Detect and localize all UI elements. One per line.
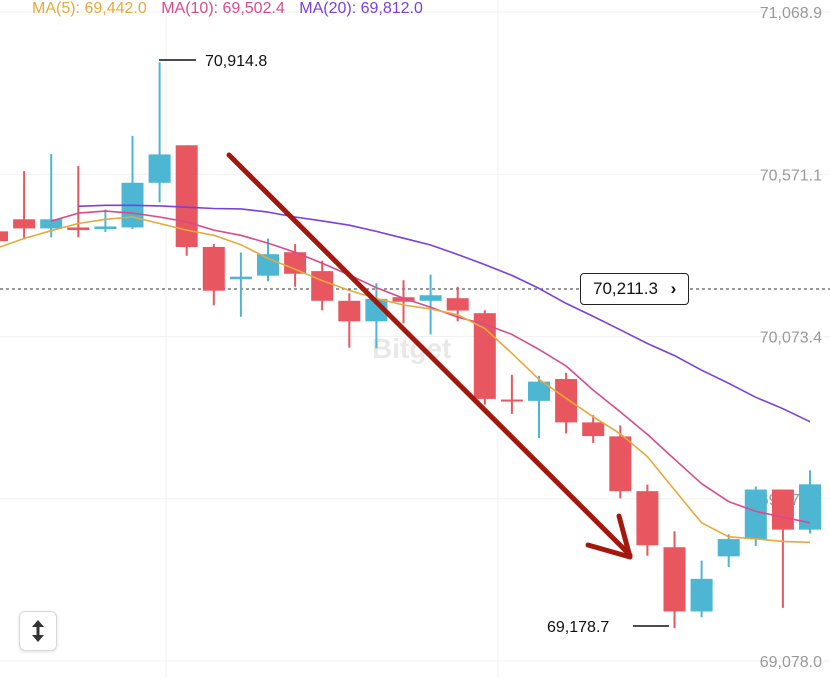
candle-body [663,547,686,612]
candle [690,560,713,618]
candle [40,154,63,238]
candle [121,135,144,230]
candle-body [392,297,415,302]
candles [0,62,821,629]
candle [555,372,578,434]
candle-body [40,219,63,229]
ma5-line [0,216,811,544]
candle-body [148,154,171,183]
high-label: 70,914.8 [205,53,267,70]
trend-arrow-head [585,513,633,560]
trend-arrow [226,152,633,560]
candle-body [771,489,794,530]
candle [582,415,605,443]
low-marker: 69,178.7 [547,619,669,636]
candle-body [528,381,550,401]
candle-body [94,226,117,230]
candle [528,375,550,439]
ma10-line [50,210,811,524]
y-tick-label: 70,073.4 [760,330,822,347]
candle [94,209,117,233]
candle-body [284,252,307,274]
candle-body [419,295,442,301]
vertical-resize-icon [32,620,44,642]
candle [744,486,767,546]
ma-legend: MA(5): 69,442.0 MA(10): 69,502.4 MA(20):… [32,0,433,18]
candle-body [500,399,523,402]
candle [338,293,361,348]
candle [202,244,225,306]
current-price-value: 70,211.3 [593,279,658,298]
candle [0,231,8,242]
candle-body [555,379,578,423]
candle [148,62,171,203]
candle [311,260,334,311]
candle [229,252,252,317]
candle-body [473,313,496,399]
ma20-line [78,204,811,423]
legend-ma5: MA(5): 69,442.0 [32,0,147,17]
moving-averages [0,204,811,544]
candle [500,374,523,414]
candle-body [257,254,279,276]
candle [13,171,36,240]
legend-ma10: MA(10): 69,502.4 [161,0,285,17]
candle-body [202,247,225,291]
trend-arrow-shaft [226,152,633,558]
candle [175,145,198,256]
low-label: 69,178.7 [547,619,609,636]
candle-body [0,231,8,242]
candle-body [311,271,334,301]
candle-body [13,219,36,229]
candle [419,274,442,335]
candle [67,165,90,238]
candle-body [338,300,361,322]
legend-ma20: MA(20): 69,812.0 [299,0,423,17]
high-marker: 70,914.8 [159,53,267,70]
candle-body [609,436,632,492]
candle-body [582,422,605,437]
candle-body [229,276,252,280]
candle [446,286,469,322]
y-tick-label: 69,078.0 [760,654,822,671]
candle [392,280,415,324]
candle-body [717,539,740,557]
candle [799,470,821,534]
candle [284,244,307,287]
y-tick-label: 70,571.1 [760,167,822,184]
scale-toggle-button[interactable] [19,611,57,651]
y-tick-label: 71,068.9 [760,5,822,22]
candle [717,534,740,568]
candle [257,238,279,282]
y-axis: 71,068.970,571.170,073.469,575.769,078.0 [760,5,822,671]
candle-body [446,298,469,311]
candle [609,425,632,499]
candle-body [636,491,659,546]
candle-body [690,578,713,612]
candle-body [67,227,90,231]
chevron-right-icon: › [670,279,677,298]
candle-body [744,489,767,540]
candle [663,531,686,629]
candle-body [799,484,821,530]
candle [771,489,794,608]
candle [636,484,659,556]
current-price-tag[interactable]: 70,211.3 › [580,273,690,305]
